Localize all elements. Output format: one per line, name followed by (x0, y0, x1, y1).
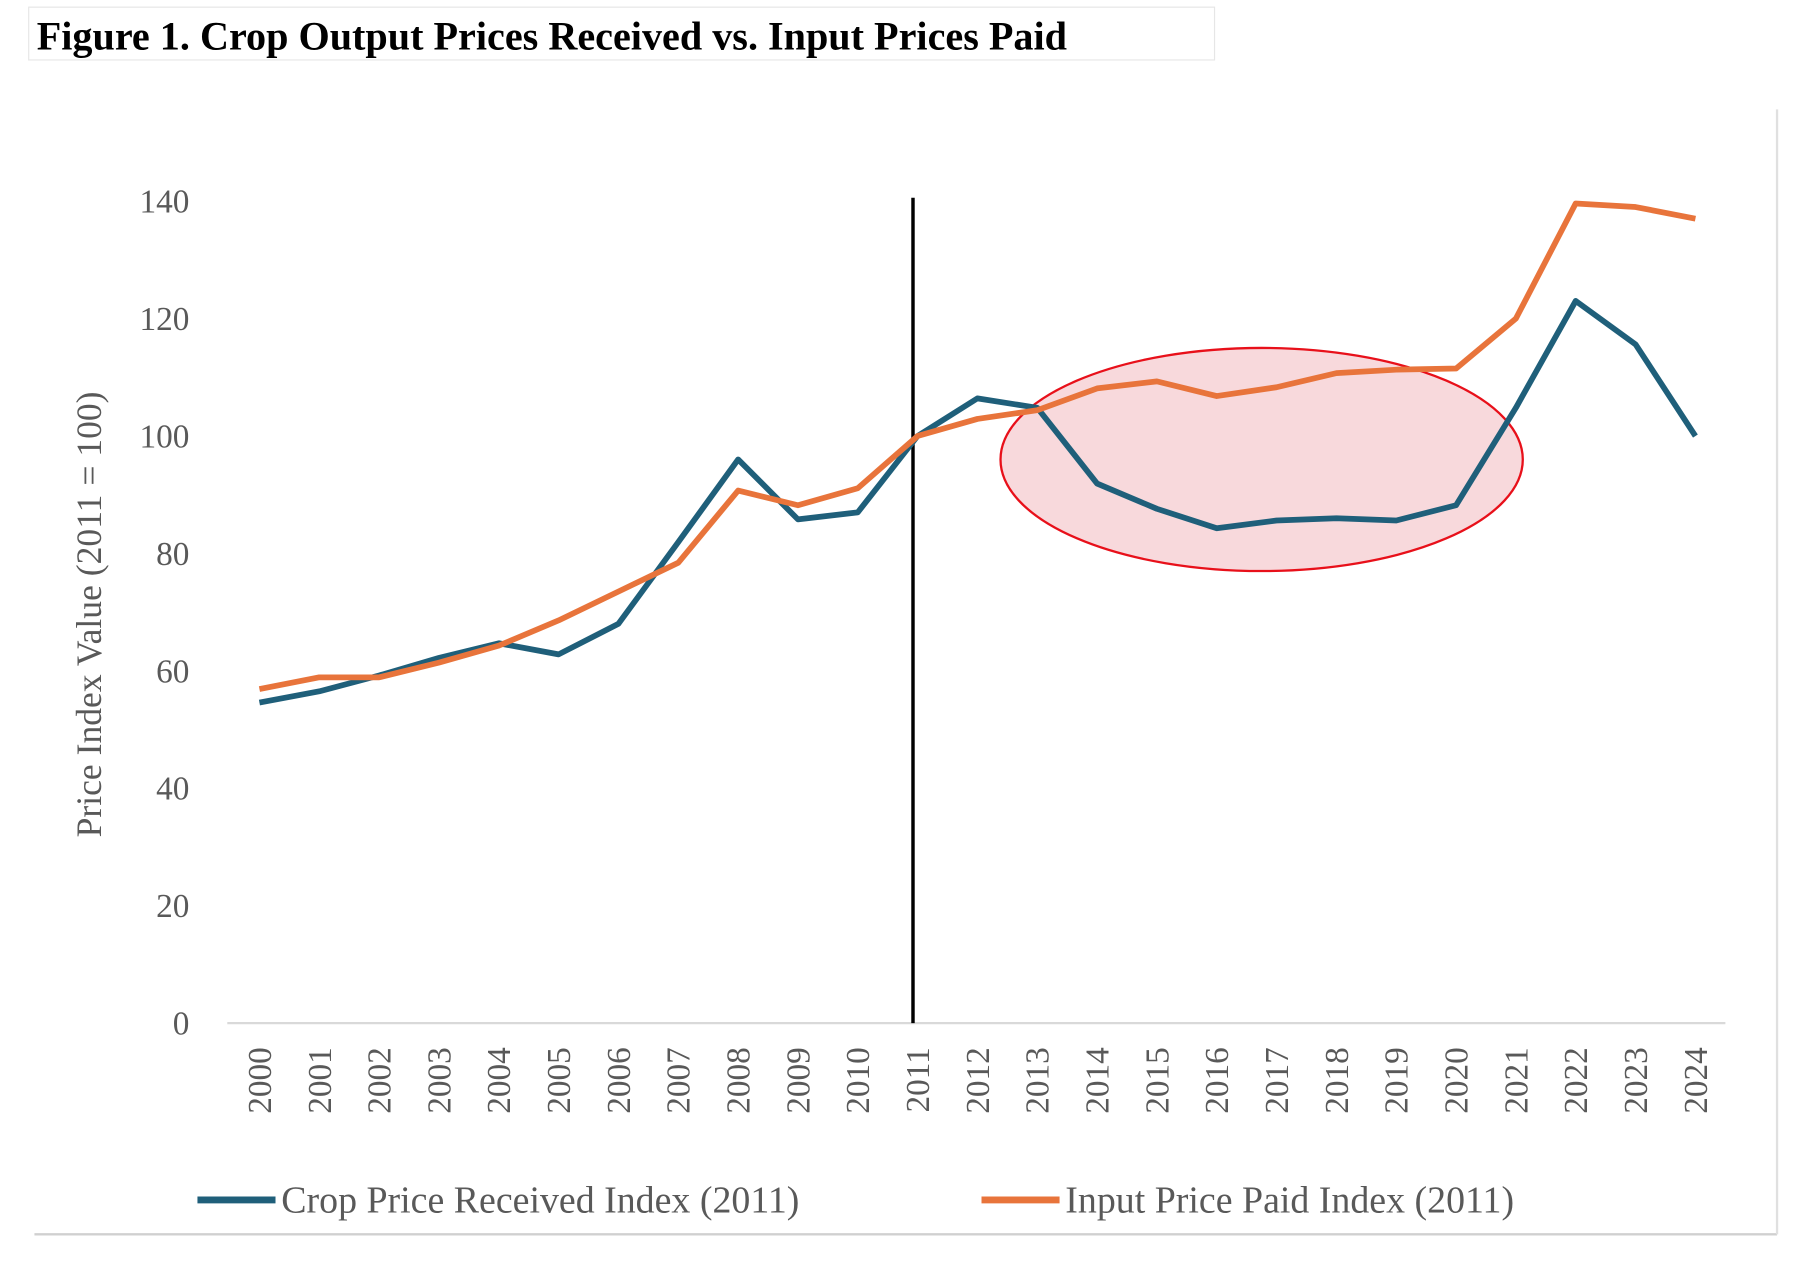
x-tick-label: 2000 (242, 1047, 279, 1114)
y-tick-label: 140 (139, 184, 189, 221)
x-tick-label: 2018 (1319, 1047, 1356, 1114)
y-tick-label: 120 (139, 301, 189, 338)
figure-title: Figure 1. Crop Output Prices Received vs… (37, 14, 1067, 59)
y-tick-label: 20 (156, 888, 189, 925)
x-tick-label: 2016 (1199, 1047, 1236, 1114)
y-tick-label: 40 (156, 771, 189, 808)
x-tick-label: 2015 (1139, 1047, 1176, 1114)
x-tick-label: 2002 (362, 1047, 399, 1114)
highlight-ellipse (999, 346, 1524, 573)
x-tick-label: 2006 (601, 1047, 638, 1114)
legend-label: Crop Price Received Index (2011) (281, 1180, 799, 1222)
legend-label: Input Price Paid Index (2011) (1065, 1180, 1514, 1222)
x-tick-label: 2009 (780, 1047, 817, 1114)
x-tick-label: 2013 (1020, 1047, 1057, 1114)
x-tick-label: 2024 (1678, 1047, 1715, 1114)
x-tick-label: 2020 (1439, 1047, 1476, 1114)
x-tick-label: 2017 (1259, 1047, 1296, 1114)
x-tick-label: 2001 (302, 1047, 339, 1114)
x-tick-label: 2008 (721, 1047, 758, 1114)
y-tick-label: 60 (156, 653, 189, 690)
y-tick-label: 80 (156, 536, 189, 573)
x-tick-label: 2019 (1379, 1047, 1416, 1114)
y-tick-label: 100 (139, 418, 189, 455)
title-box (28, 6, 1216, 61)
x-tick-label: 2014 (1080, 1047, 1117, 1114)
x-tick-label: 2012 (960, 1047, 997, 1114)
x-tick-label: 2005 (541, 1047, 578, 1114)
x-tick-label: 2021 (1498, 1047, 1535, 1114)
x-tick-label: 2023 (1618, 1047, 1655, 1114)
y-axis-label: Price Index Value (2011 = 100) (69, 391, 109, 837)
x-tick-label: 2003 (421, 1047, 458, 1114)
x-tick-label: 2011 (900, 1047, 937, 1112)
x-tick-label: 2007 (661, 1047, 698, 1114)
y-tick-label: 0 (173, 1006, 190, 1043)
x-tick-label: 2022 (1558, 1047, 1595, 1114)
x-tick-label: 2004 (481, 1047, 518, 1114)
x-tick-label: 2010 (840, 1047, 877, 1114)
